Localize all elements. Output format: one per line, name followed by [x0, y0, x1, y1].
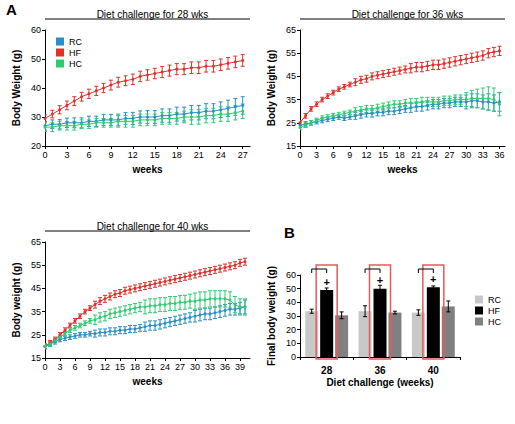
- svg-text:10: 10: [286, 338, 296, 348]
- svg-text:Diet challenge for 28 wks: Diet challenge for 28 wks: [97, 9, 209, 20]
- svg-text:6: 6: [72, 362, 77, 372]
- svg-text:weeks: weeks: [131, 376, 162, 387]
- svg-text:+: +: [323, 276, 329, 288]
- svg-text:Diet challenge (weeks): Diet challenge (weeks): [326, 377, 433, 388]
- svg-text:27: 27: [238, 150, 248, 160]
- svg-text:Final body weight (g): Final body weight (g): [266, 266, 277, 366]
- svg-text:21: 21: [194, 150, 204, 160]
- svg-text:33: 33: [478, 150, 488, 160]
- svg-text:HF: HF: [488, 306, 500, 316]
- svg-text:HC: HC: [488, 317, 501, 327]
- svg-text:RC: RC: [488, 295, 501, 305]
- svg-text:35: 35: [286, 95, 296, 105]
- svg-text:24: 24: [216, 150, 226, 160]
- svg-text:Body weight (g): Body weight (g): [11, 263, 22, 338]
- svg-text:B: B: [284, 224, 295, 241]
- svg-text:24: 24: [160, 362, 170, 372]
- svg-text:25: 25: [31, 330, 41, 340]
- svg-text:+: +: [377, 274, 383, 286]
- svg-text:6: 6: [86, 150, 91, 160]
- svg-text:45: 45: [31, 283, 41, 293]
- svg-text:30: 30: [31, 112, 41, 122]
- svg-text:0: 0: [42, 362, 47, 372]
- svg-text:60: 60: [286, 270, 296, 280]
- svg-text:25: 25: [286, 118, 296, 128]
- svg-text:12: 12: [128, 150, 138, 160]
- svg-text:3: 3: [64, 150, 69, 160]
- svg-text:50: 50: [286, 284, 296, 294]
- svg-text:36: 36: [374, 365, 386, 376]
- svg-text:0: 0: [291, 352, 296, 362]
- svg-text:3: 3: [57, 362, 62, 372]
- svg-text:9: 9: [87, 362, 92, 372]
- svg-text:33: 33: [205, 362, 215, 372]
- svg-text:15: 15: [31, 353, 41, 363]
- svg-text:30: 30: [461, 150, 471, 160]
- svg-text:60: 60: [31, 25, 41, 35]
- svg-text:55: 55: [286, 48, 296, 58]
- svg-text:12: 12: [100, 362, 110, 372]
- svg-text:15: 15: [286, 141, 296, 151]
- svg-text:40: 40: [428, 365, 440, 376]
- svg-text:50: 50: [31, 54, 41, 64]
- svg-text:15: 15: [150, 150, 160, 160]
- svg-text:36: 36: [220, 362, 230, 372]
- svg-text:30: 30: [286, 311, 296, 321]
- svg-text:40: 40: [286, 297, 296, 307]
- svg-text:weeks: weeks: [131, 164, 162, 175]
- svg-text:weeks: weeks: [386, 164, 417, 175]
- svg-text:18: 18: [395, 150, 405, 160]
- svg-text:18: 18: [130, 362, 140, 372]
- svg-text:36: 36: [494, 150, 504, 160]
- svg-text:HF: HF: [69, 48, 81, 58]
- svg-text:27: 27: [175, 362, 185, 372]
- svg-text:18: 18: [172, 150, 182, 160]
- svg-text:15: 15: [378, 150, 388, 160]
- svg-text:3: 3: [314, 150, 319, 160]
- svg-text:27: 27: [445, 150, 455, 160]
- svg-text:Diet challenge for 40 wks: Diet challenge for 40 wks: [97, 221, 209, 232]
- svg-text:+: +: [430, 273, 436, 285]
- svg-text:39: 39: [235, 362, 245, 372]
- svg-text:21: 21: [145, 362, 155, 372]
- svg-text:RC: RC: [69, 37, 82, 47]
- svg-text:20: 20: [31, 141, 41, 151]
- svg-text:9: 9: [347, 150, 352, 160]
- svg-text:Body Weight (g): Body Weight (g): [11, 50, 22, 126]
- svg-text:45: 45: [286, 71, 296, 81]
- svg-text:20: 20: [286, 325, 296, 335]
- svg-text:0: 0: [297, 150, 302, 160]
- svg-text:40: 40: [31, 83, 41, 93]
- svg-text:6: 6: [331, 150, 336, 160]
- svg-text:24: 24: [428, 150, 438, 160]
- svg-text:15: 15: [115, 362, 125, 372]
- svg-text:28: 28: [321, 365, 333, 376]
- svg-text:9: 9: [108, 150, 113, 160]
- svg-text:Diet challenge for 36 wks: Diet challenge for 36 wks: [352, 9, 464, 20]
- svg-text:Body Weight (g): Body Weight (g): [266, 50, 277, 126]
- svg-text:21: 21: [411, 150, 421, 160]
- svg-text:65: 65: [31, 237, 41, 247]
- svg-text:55: 55: [31, 260, 41, 270]
- svg-text:HC: HC: [69, 59, 82, 69]
- svg-text:35: 35: [31, 307, 41, 317]
- svg-text:30: 30: [190, 362, 200, 372]
- svg-text:65: 65: [286, 25, 296, 35]
- svg-text:A: A: [6, 1, 17, 18]
- svg-text:0: 0: [42, 150, 47, 160]
- svg-text:12: 12: [361, 150, 371, 160]
